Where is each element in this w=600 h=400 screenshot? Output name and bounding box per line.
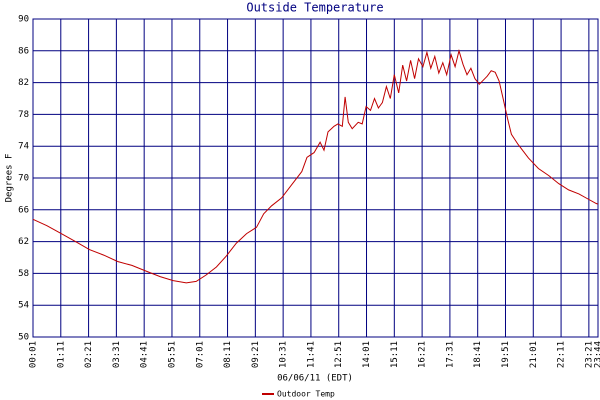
x-tick-label: 22:11 — [557, 341, 567, 368]
x-tick-label: 17:31 — [445, 341, 455, 368]
x-tick-label: 02:21 — [84, 341, 94, 368]
y-tick-label: 50 — [18, 333, 29, 343]
x-tick-label: 14:01 — [362, 341, 372, 368]
x-tick-label: 04:41 — [140, 341, 150, 368]
plot-border — [32, 18, 599, 338]
y-tick-label: 66 — [18, 205, 29, 215]
x-tick-label: 12:51 — [334, 341, 344, 368]
x-tick-label: 00:01 — [29, 341, 39, 368]
x-tick-label: 15:11 — [390, 341, 400, 368]
y-tick-label: 78 — [18, 110, 29, 120]
y-tick-label: 90 — [18, 15, 29, 25]
x-tick-label: 05:51 — [167, 341, 177, 368]
y-tick-label: 86 — [18, 46, 29, 56]
data-line — [32, 48, 599, 284]
y-axis-label: Degrees F — [5, 154, 15, 203]
chart-title: Outside Temperature — [246, 1, 383, 15]
y-tick-label: 82 — [18, 78, 29, 88]
x-tick-label: 18:41 — [473, 341, 483, 368]
x-tick-label: 03:31 — [112, 341, 122, 368]
y-tick-label: 58 — [18, 269, 29, 279]
x-tick-label: 10:31 — [279, 341, 289, 368]
x-tick-label: 11:41 — [306, 341, 316, 368]
y-tick-label: 62 — [18, 237, 29, 247]
y-tick-label: 70 — [18, 174, 29, 184]
x-axis-label: 06/06/11 (EDT) — [277, 374, 353, 384]
x-tick-label: 21:01 — [529, 341, 539, 368]
x-tick-label: 01:11 — [56, 341, 66, 368]
y-tick-label: 74 — [18, 142, 29, 152]
x-tick-label: 23:21 — [584, 341, 594, 368]
legend-label: Outdoor Temp — [277, 390, 335, 399]
x-tick-label: 07:01 — [195, 341, 205, 368]
x-tick-label: 19:51 — [501, 341, 511, 368]
x-tick-label: 09:21 — [251, 341, 261, 368]
y-tick-label: 54 — [18, 301, 29, 311]
x-tick-label: 23:44 — [594, 341, 600, 368]
x-tick-label: 08:11 — [223, 341, 233, 368]
x-tick-label: 16:21 — [418, 341, 428, 368]
